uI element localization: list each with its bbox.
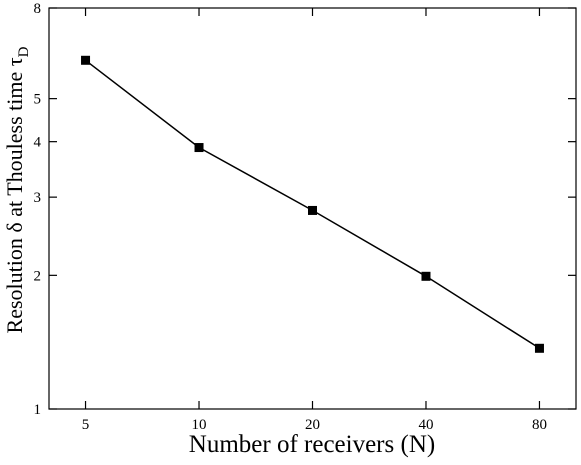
data-point <box>421 271 431 281</box>
y-axis-label: Resolution δ at Thouless time τD <box>2 46 32 333</box>
x-tick-label: 10 <box>192 417 207 433</box>
y-tick-label: 2 <box>34 268 42 284</box>
y-axis: 1 2 3 4 5 8 <box>34 1 576 418</box>
x-axis-label: Number of receivers (N) <box>189 431 435 458</box>
data-point <box>81 55 91 65</box>
y-tick-label: 3 <box>34 190 42 206</box>
x-tick-label: 80 <box>532 417 547 433</box>
series-line <box>85 59 540 349</box>
y-tick-label: 5 <box>34 92 42 108</box>
y-tick-label: 1 <box>34 402 42 418</box>
x-tick-label: 5 <box>82 417 90 433</box>
x-axis: 5 10 20 40 80 <box>82 8 547 433</box>
series-layer <box>81 55 544 353</box>
y-tick-label: 4 <box>34 135 42 151</box>
data-point <box>534 343 544 353</box>
y-axis-label-subscript: D <box>16 46 32 57</box>
x-tick-label: 20 <box>305 417 320 433</box>
data-point <box>308 205 317 215</box>
x-tick-label: 40 <box>418 417 433 433</box>
data-point <box>194 143 204 153</box>
y-axis-label-main: Resolution δ at Thouless time τ <box>2 57 27 333</box>
y-tick-label: 8 <box>34 1 42 17</box>
